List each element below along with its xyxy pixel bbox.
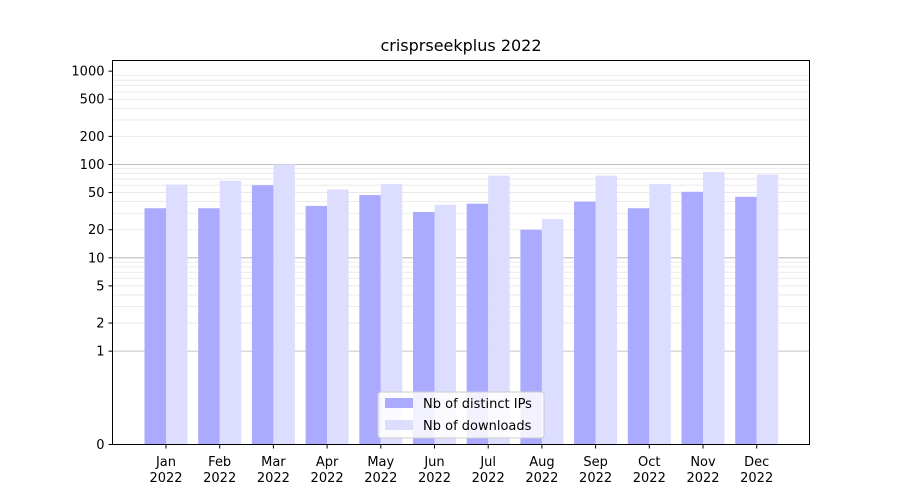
bar-distinct-ips <box>520 229 542 445</box>
bar-distinct-ips <box>735 196 757 445</box>
bar-distinct-ips <box>198 208 220 445</box>
bar-downloads <box>219 180 242 445</box>
x-axis: Jan2022Feb2022Mar2022Apr2022May2022Jun20… <box>149 444 773 486</box>
bar-downloads <box>595 175 618 445</box>
bar-distinct-ips <box>574 201 596 445</box>
y-tick-label: 100 <box>80 158 105 173</box>
x-tick-label-month: Jun <box>423 455 444 470</box>
x-tick-label-year: 2022 <box>686 471 719 486</box>
y-tick-label: 1000 <box>71 65 104 80</box>
legend-box <box>377 391 545 439</box>
x-tick-label-year: 2022 <box>740 471 773 486</box>
y-tick-label: 5 <box>96 279 104 294</box>
y-axis: 0 1 2 5 10 20 50 100 200 500 1000 <box>71 65 113 453</box>
y-tick-label: 50 <box>88 186 105 201</box>
x-tick-label-year: 2022 <box>149 471 182 486</box>
x-tick-label-month: Dec <box>744 455 769 470</box>
bar-downloads <box>649 183 671 445</box>
x-tick-label-month: Nov <box>690 455 716 470</box>
legend-label-ips: Nb of distinct IPs <box>423 397 532 412</box>
bar-downloads <box>380 183 403 445</box>
y-tick-label: 200 <box>80 130 105 145</box>
bar-downloads <box>327 189 349 445</box>
bar-distinct-ips <box>466 203 489 445</box>
x-tick-label-month: Feb <box>208 455 231 470</box>
bar-distinct-ips <box>627 208 650 445</box>
x-tick-label-month: Jul <box>479 455 496 470</box>
bar-distinct-ips <box>681 191 703 445</box>
x-tick-label-year: 2022 <box>203 471 236 486</box>
x-tick-label-month: May <box>367 455 394 470</box>
x-tick-label-year: 2022 <box>472 471 505 486</box>
legend-label-downloads: Nb of downloads <box>423 419 532 434</box>
plot-frame <box>112 60 810 445</box>
chart-title: crisprseekplus 2022 <box>380 36 541 55</box>
x-tick-label-month: Jan <box>155 455 176 470</box>
y-tick-label: 20 <box>88 223 105 238</box>
x-tick-label-year: 2022 <box>579 471 612 486</box>
bar-distinct-ips <box>144 208 166 445</box>
legend: Nb of distinct IPs Nb of downloads <box>377 391 545 439</box>
bar-distinct-ips <box>359 195 381 445</box>
legend-swatch-ips <box>385 398 413 408</box>
bar-downloads <box>756 174 779 445</box>
y-tick-label: 10 <box>88 251 105 266</box>
bar-downloads <box>703 172 725 445</box>
x-tick-label-month: Sep <box>583 455 608 470</box>
x-tick-label-year: 2022 <box>311 471 344 486</box>
x-tick-label-month: Oct <box>638 455 660 470</box>
x-tick-label-month: Apr <box>316 455 339 470</box>
y-tick-label: 500 <box>80 93 105 108</box>
bar-downloads <box>273 164 295 445</box>
x-tick-label-year: 2022 <box>364 471 397 486</box>
bar-distinct-ips <box>251 185 274 445</box>
bar-downloads <box>541 219 564 445</box>
y-tick-label: 0 <box>96 438 104 453</box>
y-tick-label: 2 <box>96 317 104 332</box>
bar-downloads <box>488 175 510 445</box>
bars <box>144 164 779 445</box>
x-tick-label-year: 2022 <box>525 471 558 486</box>
legend-swatch-downloads <box>385 420 413 430</box>
bar-downloads <box>434 204 456 445</box>
bar-distinct-ips <box>305 205 328 445</box>
x-tick-label-year: 2022 <box>633 471 666 486</box>
x-tick-label-year: 2022 <box>418 471 451 486</box>
x-tick-label-month: Mar <box>261 455 286 470</box>
bar-distinct-ips <box>413 211 435 445</box>
y-tick-label: 1 <box>96 345 104 360</box>
x-tick-label-year: 2022 <box>257 471 290 486</box>
bar-downloads <box>166 184 188 445</box>
x-tick-label-month: Aug <box>529 455 554 470</box>
